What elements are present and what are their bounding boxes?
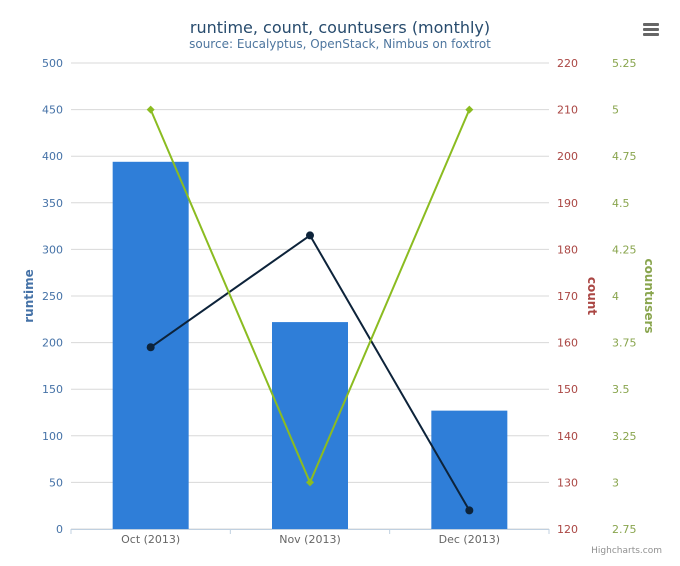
countusers-tick-label: 3	[612, 476, 619, 489]
count-tick-label: 120	[557, 523, 578, 536]
runtime-tick-label: 400	[42, 150, 63, 163]
countusers-tick-label: 4.5	[612, 197, 630, 210]
count-point	[146, 343, 155, 352]
countusers-point	[465, 105, 474, 114]
countusers-point	[146, 105, 155, 114]
runtime-axis-title: runtime	[22, 269, 36, 323]
runtime-tick-label: 500	[42, 57, 63, 70]
count-tick-label: 140	[557, 430, 578, 443]
count-tick-label: 130	[557, 476, 578, 489]
countusers-tick-label: 3.25	[612, 430, 637, 443]
x-tick-label: Nov (2013)	[279, 533, 341, 546]
axes: Oct (2013) Nov (2013) Dec (2013) 0 50 100 150 2…	[22, 57, 656, 546]
runtime-tick-label: 300	[42, 243, 63, 256]
count-tick-label: 190	[557, 197, 578, 210]
runtime-tick-label: 150	[42, 383, 63, 396]
count-tick-label: 160	[557, 337, 578, 350]
count-tick-label: 220	[557, 57, 578, 70]
countusers-tick-label: 5.25	[612, 57, 637, 70]
countusers-tick-label: 4	[612, 290, 619, 303]
countusers-point	[306, 478, 314, 487]
countusers-tick-label: 5	[612, 104, 619, 117]
countusers-axis-title: countusers	[642, 258, 656, 333]
count-tick-label: 150	[557, 383, 578, 396]
countusers-tick-label: 3.75	[612, 337, 637, 350]
x-tick-label: Dec (2013)	[439, 533, 500, 546]
countusers-tick-label: 4.75	[612, 150, 637, 163]
countusers-tick-label: 3.5	[612, 383, 630, 396]
countusers-tick-label: 2.75	[612, 523, 637, 536]
chart-subtitle: source: Eucalyptus, OpenStack, Nimbus on…	[189, 37, 491, 51]
count-tick-label: 210	[557, 104, 578, 117]
count-tick-label: 200	[557, 150, 578, 163]
runtime-tick-label: 200	[42, 337, 63, 350]
runtime-tick-label: 450	[42, 104, 63, 117]
count-axis-title: count	[585, 277, 599, 315]
count-point	[465, 506, 474, 515]
series-lines	[146, 105, 474, 515]
runtime-tick-label: 250	[42, 290, 63, 303]
runtime-tick-label: 100	[42, 430, 63, 443]
count-tick-label: 170	[557, 290, 578, 303]
runtime-tick-label: 350	[42, 197, 63, 210]
hamburger-menu-icon[interactable]	[640, 20, 662, 40]
credits-link[interactable]: Highcharts.com	[591, 546, 662, 556]
runtime-tick-label: 50	[49, 476, 63, 489]
runtime-tick-label: 0	[56, 523, 63, 536]
count-point	[306, 231, 314, 240]
chart-title: runtime, count, countusers (monthly)	[190, 18, 490, 37]
countusers-tick-label: 4.25	[612, 243, 637, 256]
runtime-bar	[272, 322, 348, 529]
count-tick-label: 180	[557, 243, 578, 256]
x-tick-label: Oct (2013)	[121, 533, 180, 546]
